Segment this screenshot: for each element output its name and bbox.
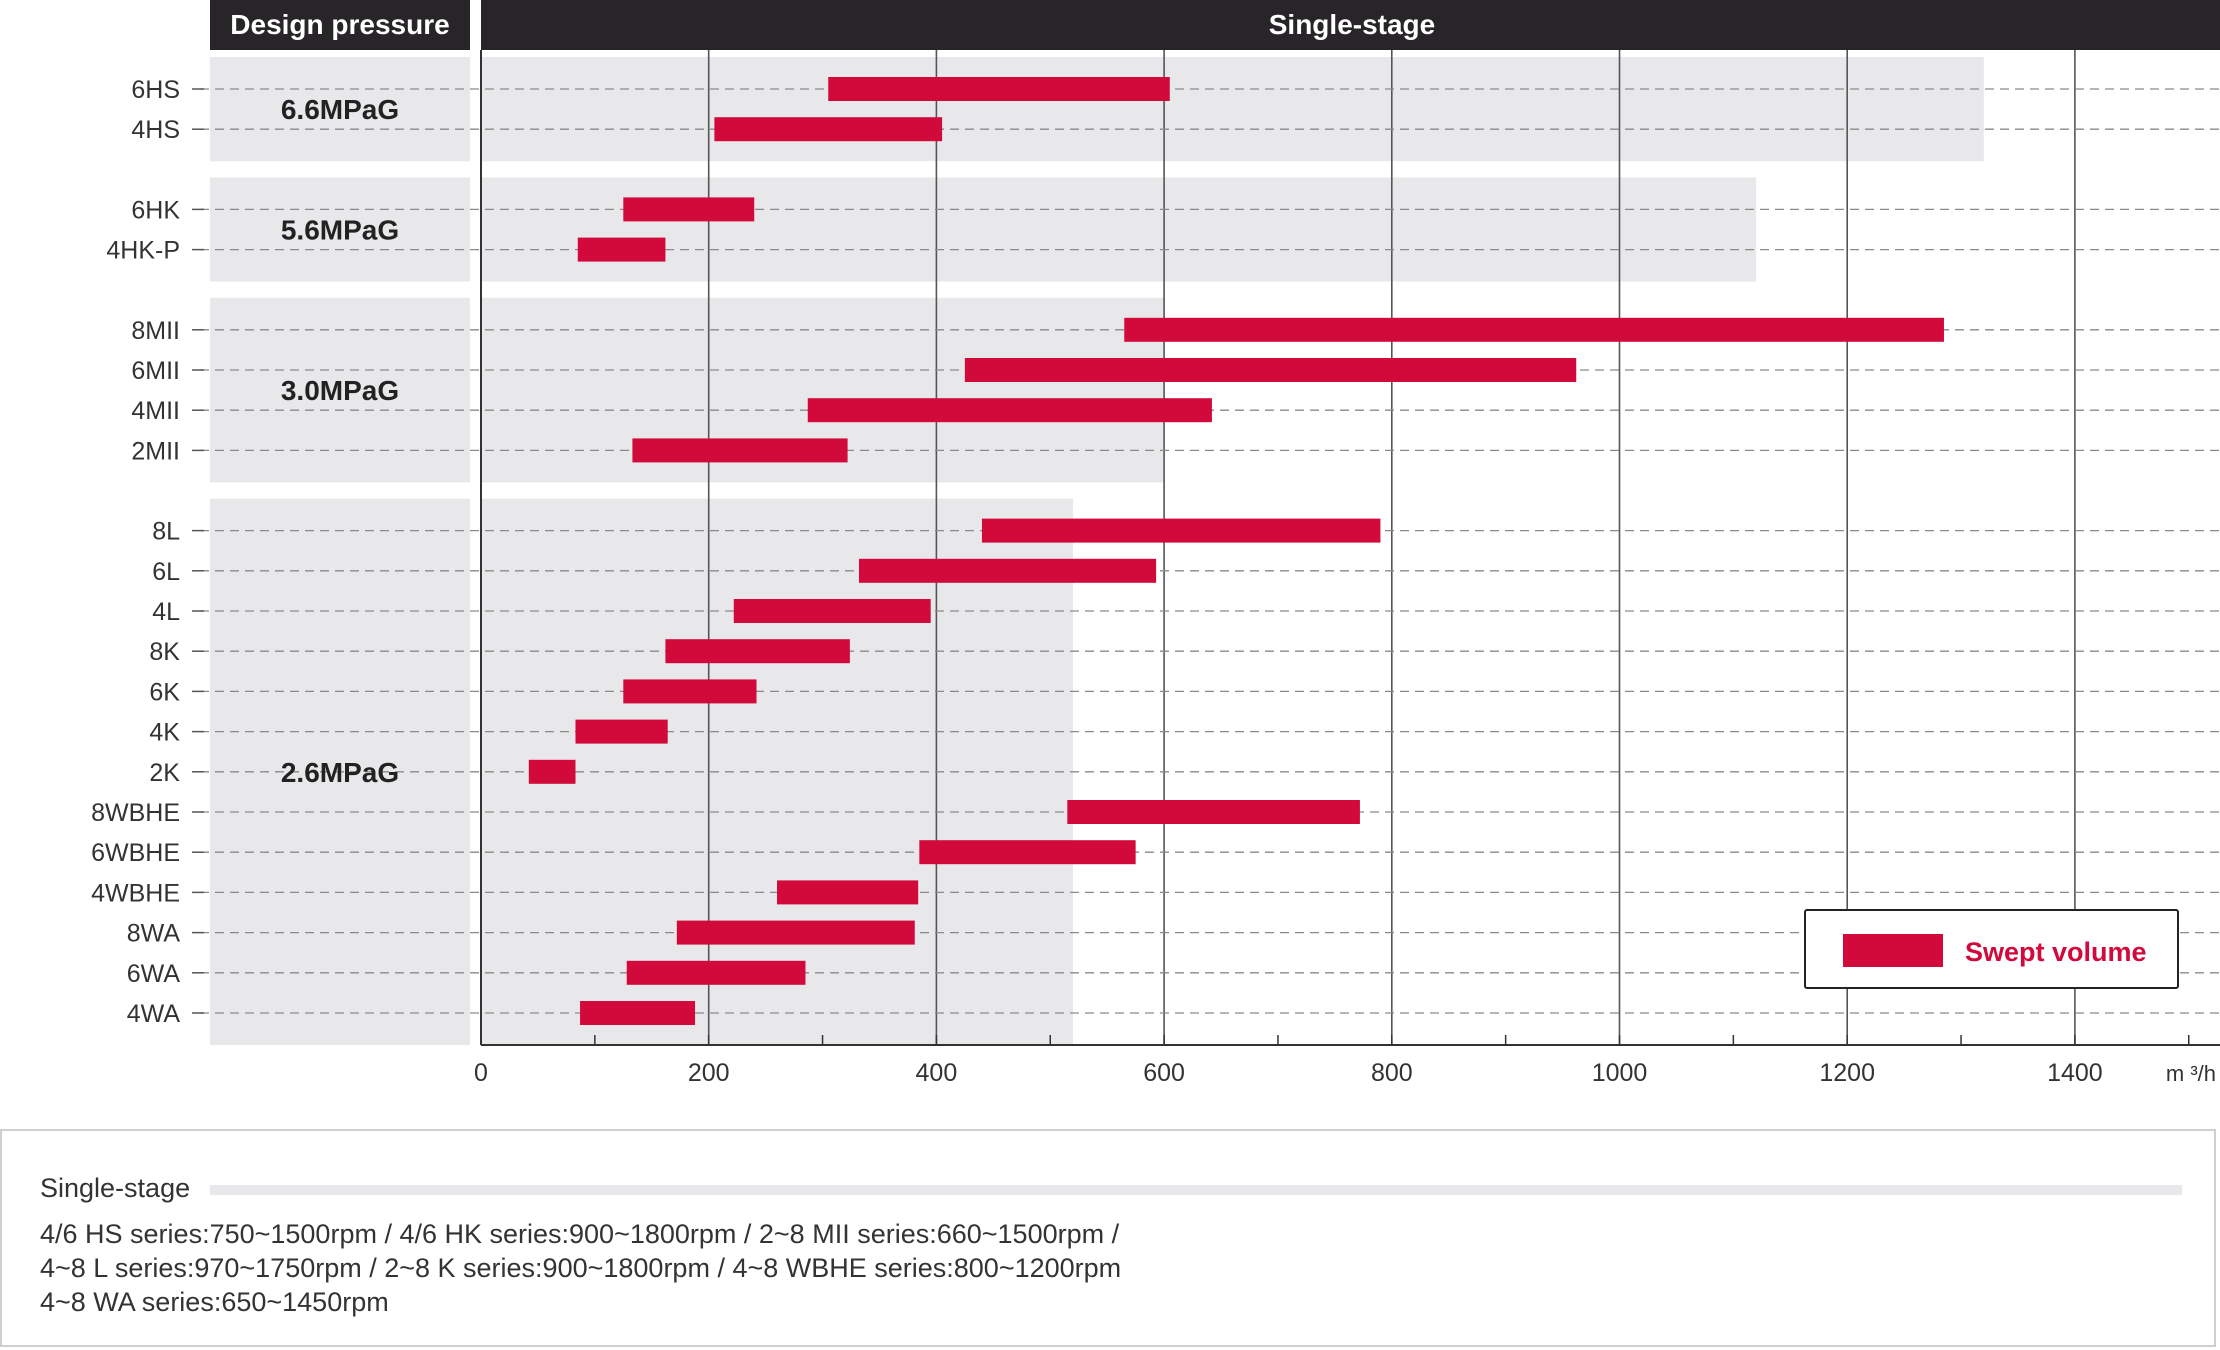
- legend-swatch: [1843, 934, 1943, 967]
- bar-4hk-p: [577, 237, 666, 262]
- band-6.6mpag: [481, 57, 1984, 162]
- pressure-label: 2.6MPaG: [281, 757, 399, 788]
- bar-4hs: [714, 117, 943, 142]
- pressure-label: 6.6MPaG: [281, 94, 399, 125]
- bar-8mii: [1124, 317, 1944, 342]
- single-stage-header: Single-stage: [1269, 9, 1435, 40]
- model-label: 6MII: [131, 357, 180, 385]
- bar-6wa: [626, 960, 806, 985]
- model-label: 4HK-P: [106, 237, 180, 265]
- bar-4l: [733, 599, 931, 623]
- x-tick-label: 1200: [1819, 1059, 1875, 1087]
- bar-2mii: [632, 438, 848, 463]
- model-label: 4K: [149, 719, 180, 747]
- notes-panel: Single-stage 4/6 HS series:750~1500rpm /…: [0, 1129, 2216, 1347]
- x-tick-label: 1400: [2047, 1059, 2103, 1087]
- model-label: 6HS: [131, 76, 180, 104]
- pressure-label: 3.0MPaG: [281, 375, 399, 406]
- bar-4wa: [580, 1001, 696, 1025]
- bar-8wa: [676, 920, 915, 945]
- pressure-label: 5.6MPaG: [281, 215, 399, 246]
- notes-line: 4/6 HS series:750~1500rpm / 4/6 HK serie…: [40, 1219, 1120, 1249]
- model-label: 4L: [152, 598, 180, 626]
- x-tick-label: 1000: [1592, 1059, 1648, 1087]
- model-label: 8WBHE: [91, 799, 180, 827]
- pressure-box: [210, 297, 470, 483]
- model-label: 8L: [152, 518, 180, 546]
- model-label: 6WBHE: [91, 839, 180, 867]
- model-label: 6K: [149, 678, 180, 706]
- bar-6hk: [623, 197, 755, 222]
- model-label: 8WA: [127, 920, 181, 948]
- swept-volume-chart: Design pressure Single-stage 0 200 400 600 8…: [91, 0, 2220, 1087]
- notes-line: 4~8 WA series:650~1450rpm: [40, 1287, 389, 1317]
- bar-8k: [665, 639, 850, 664]
- pressure-box: [210, 57, 470, 162]
- bars: [528, 77, 1944, 1025]
- legend: Swept volume: [1804, 909, 2179, 989]
- bar-6k: [623, 679, 757, 704]
- x-tick-label: 600: [1143, 1059, 1185, 1087]
- model-label: 8K: [149, 638, 180, 666]
- legend-label: Swept volume: [1965, 937, 2147, 967]
- model-label: 2MII: [131, 437, 180, 465]
- bar-6hs: [828, 77, 1170, 101]
- model-label: 4HS: [131, 116, 180, 144]
- design-pressure-header-bg: [210, 0, 470, 50]
- model-label: 4MII: [131, 397, 180, 425]
- x-unit-label: m ³/h: [2166, 1061, 2216, 1086]
- group-bands: [210, 57, 1984, 1046]
- model-label: 2K: [149, 759, 180, 787]
- model-label: 6WA: [127, 960, 181, 988]
- legend-box: [1804, 909, 2179, 989]
- model-label: 8MII: [131, 317, 180, 345]
- bar-6l: [858, 558, 1157, 583]
- model-label: 6HK: [131, 196, 180, 224]
- bar-2k: [528, 759, 576, 784]
- notes-title: Single-stage: [40, 1173, 191, 1203]
- bar-6mii: [964, 358, 1577, 382]
- pressure-box: [210, 177, 470, 282]
- bar-8l: [981, 518, 1381, 543]
- single-stage-header-bg: [481, 0, 2220, 50]
- model-label: 4WA: [127, 1000, 181, 1028]
- bar-4mii: [807, 398, 1212, 423]
- x-axis: 0 200 400 600 800 1000 1200 1400 m ³/h: [474, 50, 2220, 1087]
- x-tick-label: 400: [916, 1059, 958, 1087]
- notes-lines: 4/6 HS series:750~1500rpm / 4/6 HK serie…: [40, 1217, 1121, 1319]
- model-label: 4WBHE: [91, 879, 180, 907]
- notes-divider: [210, 1185, 2182, 1195]
- x-tick-label: 0: [474, 1059, 488, 1087]
- notes-line: 4~8 L series:970~1750rpm / 2~8 K series:…: [40, 1253, 1122, 1283]
- x-tick-label: 800: [1371, 1059, 1413, 1087]
- bar-8wbhe: [1067, 800, 1360, 824]
- bar-4k: [575, 719, 668, 744]
- design-pressure-header: Design pressure: [230, 9, 449, 40]
- bar-4wbhe: [777, 880, 919, 905]
- band-5.6mpag: [481, 177, 1757, 282]
- model-label: 6L: [152, 558, 180, 586]
- x-tick-label: 200: [688, 1059, 730, 1087]
- bar-6wbhe: [919, 840, 1136, 865]
